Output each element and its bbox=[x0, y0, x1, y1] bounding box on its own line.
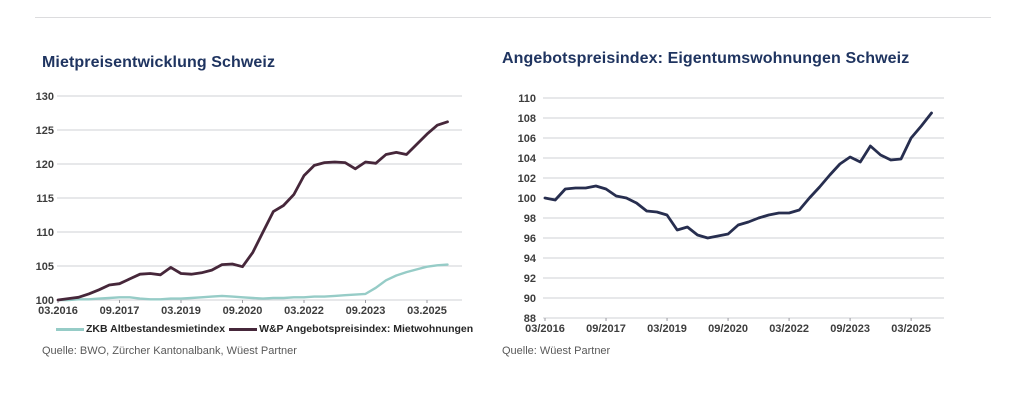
x-axis-label: 03.2019 bbox=[161, 305, 201, 317]
legend-item-zkb: ZKB Altbestandesmietindex bbox=[56, 323, 225, 335]
y-axis-label: 100 bbox=[36, 295, 54, 307]
series-line-1-0 bbox=[543, 111, 933, 240]
x-axis-label: 09.2017 bbox=[100, 305, 140, 317]
y-axis-label: 100 bbox=[518, 193, 536, 205]
x-axis-label: 09.2023 bbox=[346, 305, 386, 317]
x-axis-label: 09/2020 bbox=[708, 323, 748, 335]
y-axis-label: 105 bbox=[36, 261, 54, 273]
x-axis-label: 09/2017 bbox=[586, 323, 626, 335]
x-axis-label: 09/2023 bbox=[830, 323, 870, 335]
x-axis-label: 03/2016 bbox=[525, 323, 565, 335]
legend-label-zkb: ZKB Altbestandesmietindex bbox=[86, 323, 226, 335]
series-line-0-0 bbox=[56, 263, 449, 302]
y-axis-label: 88 bbox=[524, 313, 536, 325]
y-axis-label: 96 bbox=[524, 233, 536, 245]
x-axis-label: 03/2025 bbox=[891, 323, 931, 335]
y-axis-label: 98 bbox=[524, 213, 536, 225]
y-axis-label: 130 bbox=[36, 91, 54, 103]
wp-line-swatch-icon bbox=[229, 327, 258, 331]
left-chart-source: Quelle: BWO, Zürcher Kantonalbank, Wüest… bbox=[42, 345, 297, 357]
series-line-0-1 bbox=[56, 120, 449, 302]
y-axis-label: 92 bbox=[524, 273, 536, 285]
x-axis-label: 03/2022 bbox=[769, 323, 809, 335]
x-axis-label: 03.2025 bbox=[407, 305, 447, 317]
y-axis-label: 110 bbox=[36, 227, 54, 239]
y-axis-label: 110 bbox=[518, 93, 536, 105]
y-axis-label: 108 bbox=[518, 113, 536, 125]
y-axis-label: 125 bbox=[36, 125, 54, 137]
zkb-line-swatch-icon bbox=[56, 327, 84, 331]
x-axis-label: 09.2020 bbox=[223, 305, 263, 317]
legend-label-wp: W&P Angebotspreisindex: Mietwohnungen bbox=[259, 323, 474, 335]
x-axis-label: 03.2016 bbox=[38, 305, 78, 317]
y-axis-label: 102 bbox=[518, 173, 536, 185]
legend-item-wp: W&P Angebotspreisindex: Mietwohnungen bbox=[229, 323, 473, 335]
y-axis-label: 115 bbox=[36, 193, 54, 205]
left-chart-legend: ZKB Altbestandesmietindex W&P Angebotspr… bbox=[56, 323, 477, 335]
y-axis-label: 104 bbox=[518, 153, 537, 165]
right-chart-source: Quelle: Wüest Partner bbox=[502, 345, 611, 357]
x-axis-label: 03.2022 bbox=[284, 305, 324, 317]
left-chart-title: Mietpreisentwicklung Schweiz bbox=[42, 54, 276, 71]
top-divider-line bbox=[35, 17, 991, 18]
y-axis-label: 106 bbox=[518, 133, 536, 145]
y-axis-label: 94 bbox=[524, 253, 537, 265]
x-axis-label: 03/2019 bbox=[647, 323, 687, 335]
right-chart-title: Angebotspreisindex: Eigentumswohnungen S… bbox=[502, 50, 910, 67]
y-axis-label: 90 bbox=[524, 293, 536, 305]
y-axis-label: 120 bbox=[36, 159, 54, 171]
